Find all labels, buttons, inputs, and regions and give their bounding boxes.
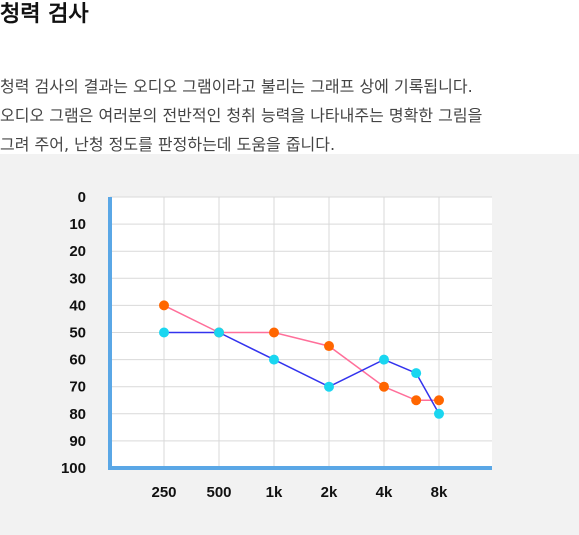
series-2-point [324,381,334,392]
series-2-point [379,354,389,365]
y-tick-label: 50 [69,325,86,342]
y-tick-label: 10 [69,216,86,233]
y-tick-label: 0 [78,189,86,206]
x-tick-label: 4k [376,484,393,501]
y-tick-label: 100 [61,460,86,477]
x-tick-label: 500 [206,484,231,501]
x-tick-label: 2k [321,484,338,501]
audiogram-section: 0 10 20 30 40 50 60 70 80 90 100 250 500 1k 2k 4k 8k [0,154,579,535]
page-title: 청력 검사 [0,2,89,27]
series-2-point [434,408,444,419]
description-line: 청력 검사의 결과는 오디오 그램이라고 불리는 그래프 상에 기록됩니다. [0,77,473,96]
series-1-point [411,395,422,406]
y-tick-label: 70 [69,379,86,396]
x-tick-label: 1k [266,484,283,501]
x-tick-label: 8k [431,484,448,501]
y-tick-label: 80 [69,406,86,423]
description-line: 오디오 그램은 여러분의 전반적인 청취 능력을 나타내주는 명확한 그림을 [0,106,483,125]
y-tick-label: 90 [69,433,86,450]
description-paragraph: 청력 검사의 결과는 오디오 그램이라고 불리는 그래프 상에 기록됩니다. 오… [0,43,579,159]
series-1-point [324,341,334,352]
series-2-point [159,327,169,338]
description-line: 그려 주어, 난청 정도를 판정하는데 도움을 줍니다. [0,135,336,154]
x-tick-label: 250 [151,484,176,501]
series-1-point [269,327,279,338]
y-tick-label: 30 [69,270,86,287]
series-2-point [411,368,422,379]
series-1-point [434,395,444,406]
y-tick-label: 60 [69,352,86,369]
series-1-point [159,300,169,311]
series-2-point [214,327,224,338]
series-1-point [379,381,389,392]
y-tick-label: 40 [69,297,86,314]
y-tick-label: 20 [69,243,86,260]
audiogram-chart: 0 10 20 30 40 50 60 70 80 90 100 250 500 1k 2k 4k 8k [61,189,492,501]
series-2-point [269,354,279,365]
